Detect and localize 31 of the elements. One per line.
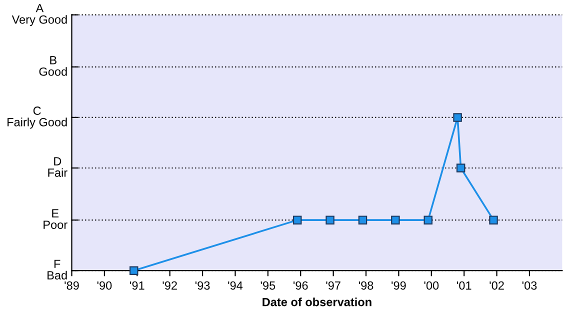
x-tick-label: '92 bbox=[162, 281, 177, 290]
x-tick-label: '95 bbox=[260, 281, 276, 290]
x-tick-label: '98 bbox=[358, 281, 374, 290]
ref-line-label: C Fairly Good bbox=[8, 106, 67, 129]
x-axis-title: Date of observation bbox=[262, 298, 372, 306]
point bbox=[391, 216, 400, 224]
x-tick-label: '97 bbox=[326, 281, 340, 290]
point bbox=[453, 113, 462, 122]
point bbox=[489, 216, 498, 224]
point bbox=[424, 216, 432, 224]
x-tick-label: '00 bbox=[424, 281, 439, 290]
x-tick-label: '91 bbox=[130, 281, 144, 290]
x-tick-label: '93 bbox=[195, 281, 210, 290]
ref-line-label: F Bad bbox=[48, 260, 67, 280]
ref-line-label: A Very Good bbox=[12, 4, 67, 26]
point bbox=[358, 216, 368, 224]
x-tick-label: '94 bbox=[228, 281, 243, 290]
x-tick-label: '02 bbox=[490, 281, 504, 290]
ref-line-label: B Good bbox=[39, 56, 67, 76]
point bbox=[456, 164, 466, 172]
point bbox=[130, 266, 138, 275]
x-tick-label: '96 bbox=[294, 281, 308, 290]
point bbox=[326, 216, 334, 224]
ref-line-label: E Poor bbox=[44, 209, 68, 229]
x-tick-label: '99 bbox=[392, 281, 406, 290]
x-tick-label: '01 bbox=[457, 281, 472, 290]
ref-line-label: D Fair bbox=[48, 157, 68, 177]
x-tick-label: '03 bbox=[522, 281, 537, 290]
x-tick-label: '89 bbox=[64, 281, 79, 290]
x-tick-label: '90 bbox=[97, 281, 112, 290]
point bbox=[292, 216, 302, 224]
